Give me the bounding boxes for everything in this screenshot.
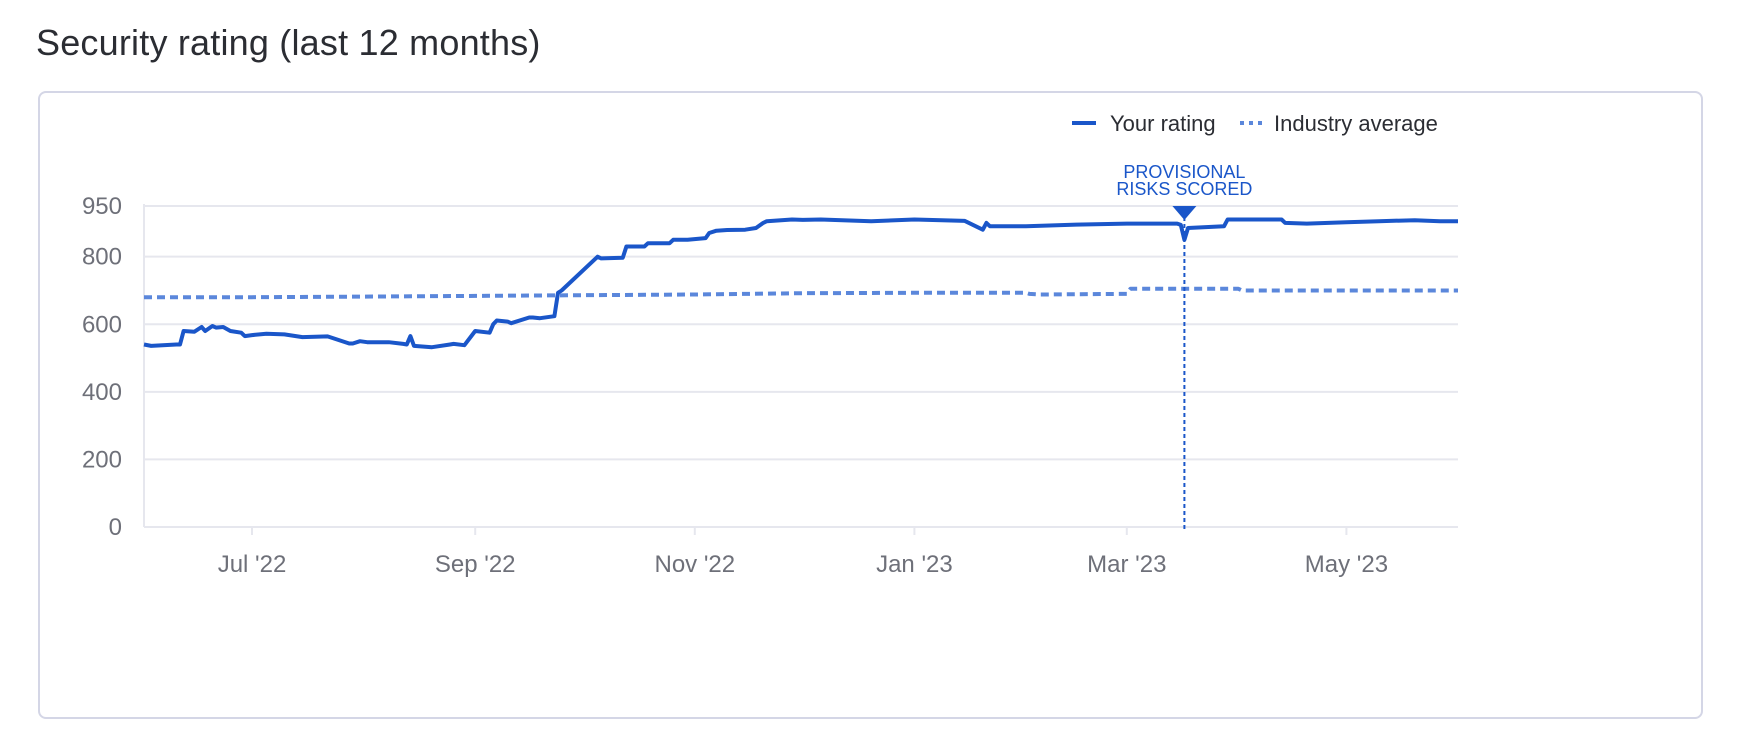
- y-tick-label-950: 950: [82, 193, 122, 220]
- y-tick-label-400: 400: [82, 379, 122, 406]
- grid-lines: [144, 205, 1458, 461]
- series-line-your-rating: [143, 217, 1458, 350]
- y-tick-labels: 0 200 400 600 800 950: [82, 193, 122, 541]
- x-tick-label-4: Mar '23: [1087, 551, 1166, 578]
- annotation-marker-triangle[interactable]: [1172, 206, 1197, 220]
- series-line-industry-average: [144, 286, 1458, 300]
- x-tick-label-5: May '23: [1305, 551, 1388, 578]
- x-tick-label-0: Jul '22: [218, 551, 287, 578]
- series: [143, 217, 1458, 350]
- legend-item-industry-average[interactable]: Industry average: [1240, 111, 1438, 136]
- x-tick-labels: Jul '22 Sep '22 Nov '22 Jan '23 Mar '23 May '…: [218, 527, 1388, 578]
- security-rating-chart: 0 200 400 600 800 950 Jul '22 Sep '22 Nov '22 Ja…: [82, 111, 1458, 578]
- legend-label-your-rating: Your rating: [1110, 111, 1216, 136]
- legend-label-industry-average: Industry average: [1274, 111, 1438, 136]
- x-tick-label-2: Nov '22: [654, 551, 735, 578]
- y-tick-label-200: 200: [82, 446, 122, 473]
- y-tick-label-600: 600: [82, 311, 122, 338]
- page-title: Security rating (last 12 months): [36, 22, 541, 63]
- chart-card: 0 200 400 600 800 950 Jul '22 Sep '22 Nov '22 Ja…: [38, 91, 1703, 719]
- y-tick-label-0: 0: [109, 514, 122, 541]
- y-tick-label-800: 800: [82, 244, 122, 271]
- annotation-label-line-0: PROVISIONAL: [1123, 162, 1245, 182]
- annotation-label-line-1: RISKS SCORED: [1116, 179, 1252, 199]
- legend-item-your-rating[interactable]: Your rating: [1072, 111, 1216, 136]
- x-tick-label-3: Jan '23: [876, 551, 953, 578]
- axes: [143, 204, 1458, 528]
- x-tick-label-1: Sep '22: [435, 551, 516, 578]
- legend: Your rating Industry average: [1072, 111, 1438, 136]
